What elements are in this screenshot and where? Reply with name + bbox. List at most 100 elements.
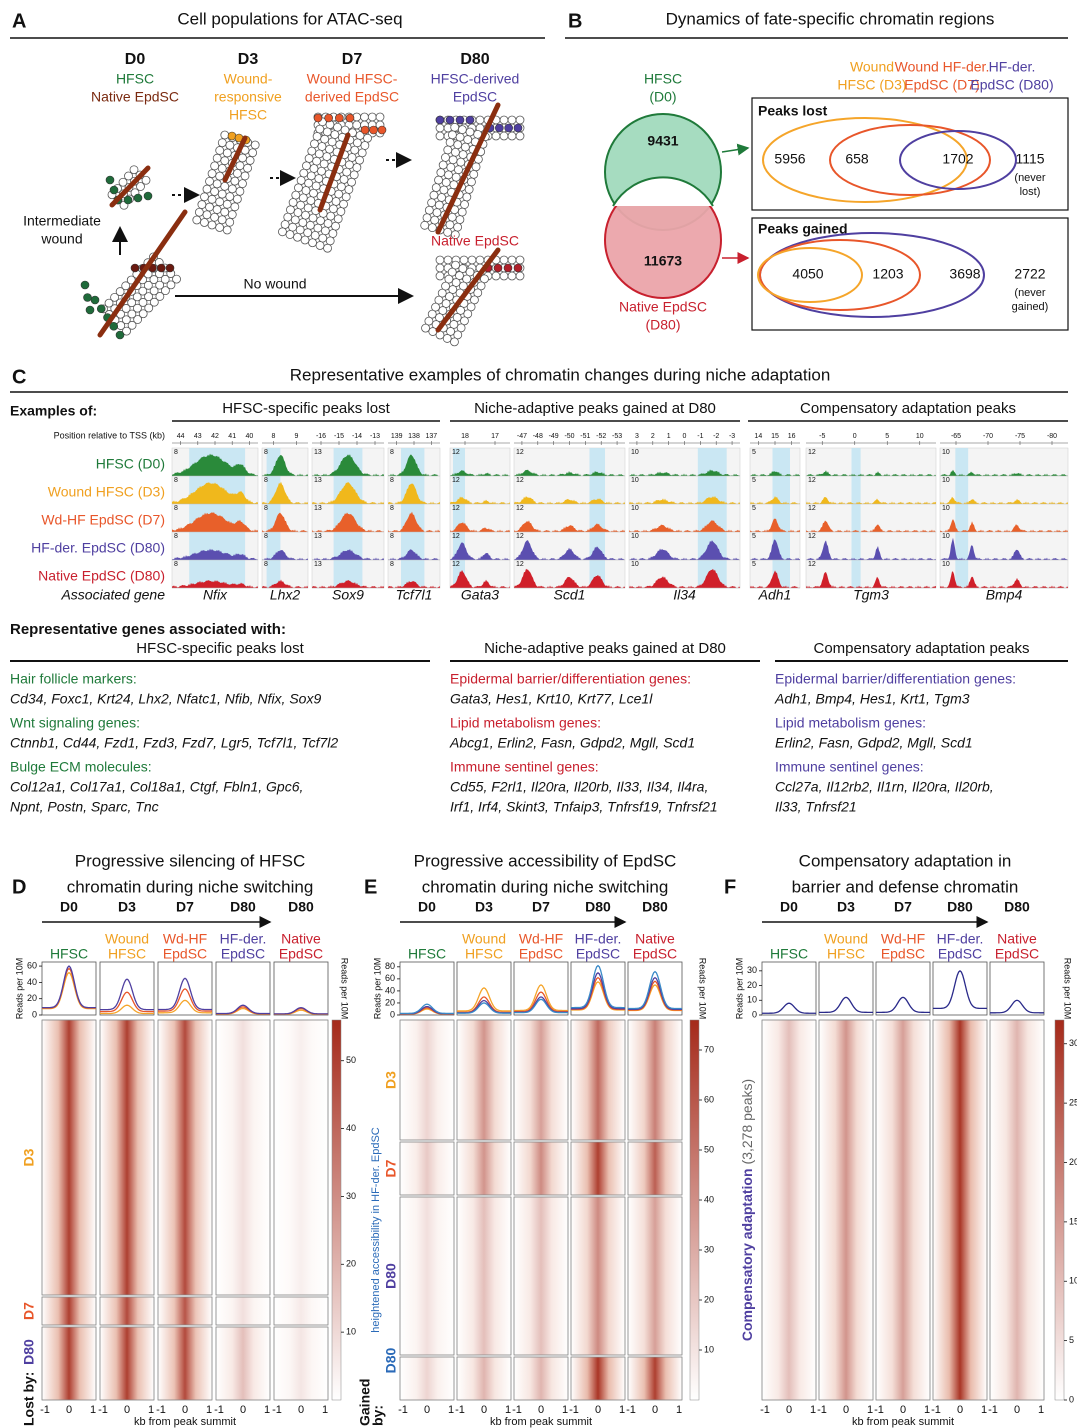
label: 8 [174,533,178,540]
track-signal [629,520,740,532]
label: D80 [642,899,668,915]
stem-cell [105,175,115,185]
label: Lipid metabolism genes: [450,715,601,731]
track-signal [312,482,384,504]
track-signal [629,540,740,560]
label: Wound [462,931,506,947]
cell [443,255,453,265]
heatmap [99,1326,155,1401]
label: 13 [314,505,322,512]
label: EpdSC [576,946,620,962]
label: 139 [391,433,403,440]
cell [115,287,125,296]
cell [133,315,143,324]
cell [458,264,468,273]
cell [319,159,329,169]
label: 0 [1069,1394,1074,1404]
label: -1 [569,1404,579,1416]
track-signal [514,568,625,588]
cell [446,162,456,172]
label: 0 [124,1404,130,1416]
label: Reads per 10M [1063,958,1073,1020]
cell [303,228,313,238]
heatmap-frame [99,1326,155,1401]
label: Ccl27a, Il12rb2, Il1rn, Il20ra, Il20rb, [775,779,994,795]
profile-line [42,965,96,1009]
label: 5 [885,433,889,440]
cell [243,163,252,173]
cell [438,160,448,170]
cell [302,161,311,171]
box [751,217,1069,331]
cell [155,280,165,290]
label: Wound HF-der. [895,59,990,75]
stem-cell [80,280,90,290]
label: lost) [1020,186,1041,198]
label: -53 [612,433,622,440]
profile-line [216,1004,270,1015]
profile-box [41,961,97,1016]
cell [110,292,119,302]
cell [447,267,457,277]
label: 1 [206,1404,212,1416]
track-signal [172,453,258,476]
label: 42 [211,433,219,440]
label: 12 [808,449,816,456]
heatmap [627,1356,683,1401]
stem-cell [513,263,523,273]
profile-line [274,1007,328,1015]
label: HFSC (D3) [837,77,906,93]
cell [339,175,349,184]
cell [310,231,320,240]
label: Intermediate [23,213,101,229]
cell [118,177,128,187]
label: 12 [452,449,460,456]
label: EpdSC [938,946,982,962]
highlight [955,448,969,588]
heatmap-frame [456,1141,512,1196]
profile-line [571,964,625,1009]
cell [453,140,463,150]
label: -1 [98,1404,108,1416]
label: 1 [90,1404,96,1416]
track-signal [312,512,384,532]
heatmap [570,1196,626,1356]
cell [471,162,481,172]
track-signal [388,511,440,532]
label: -49 [549,433,559,440]
cell [357,148,367,158]
label: Immune sentinel genes: [450,759,599,775]
cell [315,241,325,250]
label: 12 [516,561,524,568]
profile-line [457,1002,511,1014]
label: 20 [27,993,37,1003]
label: 10 [631,561,639,568]
cell [469,169,479,179]
label: 8 [264,477,268,484]
cell [491,271,501,281]
rule [109,165,151,208]
label: 1203 [872,266,903,282]
label: 1 [505,1404,511,1416]
label: Tgm3 [853,587,889,603]
heatmap-frame [627,1356,683,1401]
label: 30 [346,1191,356,1201]
label: Representative genes associated with: [10,621,286,638]
heatmap [513,1196,569,1356]
profile-line [100,978,154,1011]
cell [420,220,430,230]
cell [444,274,454,284]
label: HFSC [116,71,154,87]
label: Native EpdSC [431,233,519,249]
stem-cell [435,115,445,125]
label: -48 [533,433,543,440]
label: 8 [272,433,276,440]
track-signal [940,496,1068,504]
cell [463,135,473,144]
label: Progressive accessibility of EpdSC [414,851,677,870]
cell [323,219,333,228]
label: D3 [21,1148,37,1166]
label: 5 [752,477,756,484]
highlight [697,448,727,588]
cell [507,115,517,125]
